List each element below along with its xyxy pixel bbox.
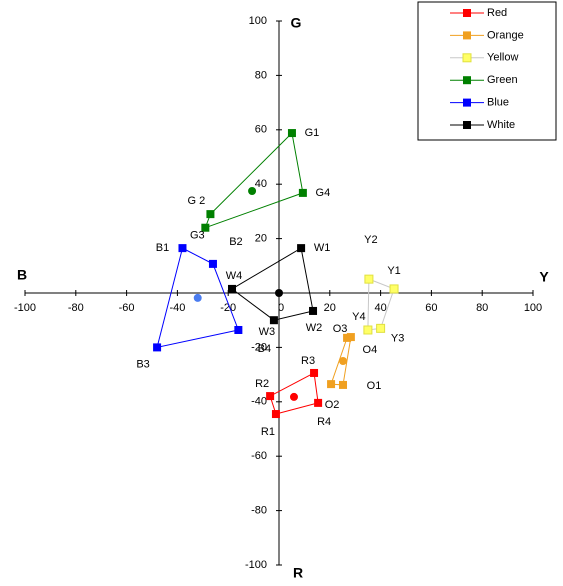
point-marker — [389, 284, 399, 294]
point-marker — [314, 398, 323, 407]
point-label: G4 — [316, 187, 331, 199]
point-marker — [201, 223, 210, 232]
point-label: R1 — [261, 426, 275, 438]
point-marker — [363, 325, 373, 335]
point-label: R2 — [255, 378, 269, 390]
x-tick-label: 40 — [374, 302, 386, 314]
point-marker — [343, 333, 352, 342]
point-label: G 2 — [188, 195, 206, 207]
axis-label-bottom: R — [293, 565, 303, 581]
point-marker — [287, 129, 296, 138]
legend-box — [417, 1, 557, 141]
x-tick-label: -100 — [14, 302, 36, 314]
point-label: R3 — [301, 355, 315, 367]
legend-marker — [463, 98, 471, 107]
x-tick-label: -60 — [119, 302, 135, 314]
x-tick-label: -20 — [220, 302, 236, 314]
point-marker — [269, 316, 278, 325]
x-tick-label: -40 — [169, 302, 185, 314]
point-marker — [297, 244, 306, 253]
point-label: Y2 — [364, 234, 377, 246]
y-tick-label: -40 — [251, 396, 267, 408]
point-marker — [234, 325, 243, 334]
legend-marker — [463, 31, 471, 40]
point-label: O1 — [367, 380, 382, 392]
x-tick-label: 20 — [324, 302, 336, 314]
point-marker — [310, 368, 319, 377]
point-marker — [298, 188, 307, 197]
point-label: G3 — [190, 230, 205, 242]
center-point — [248, 187, 257, 195]
point-marker — [206, 210, 215, 219]
point-label: W4 — [226, 270, 243, 282]
x-tick-label: 0 — [278, 302, 284, 314]
legend-label: Yellow — [487, 52, 518, 64]
y-tick-label: -80 — [251, 505, 267, 517]
y-tick-label: 80 — [255, 69, 267, 81]
x-tick-label: -80 — [68, 302, 84, 314]
point-marker — [309, 306, 318, 315]
x-tick-label: 80 — [476, 302, 488, 314]
y-tick-label: -60 — [251, 450, 267, 462]
legend-label: Orange — [487, 29, 524, 41]
center-point — [339, 357, 348, 365]
legend-label: Blue — [487, 97, 509, 109]
point-label: B2 — [229, 236, 242, 248]
legend-label: Red — [487, 7, 507, 19]
legend-marker — [462, 53, 472, 63]
center-point — [289, 392, 298, 401]
point-label: O3 — [333, 323, 348, 335]
point-label: G1 — [305, 127, 320, 139]
point-marker — [208, 259, 217, 268]
y-tick-label: 60 — [255, 124, 267, 136]
point-marker — [266, 392, 275, 401]
legend-marker — [463, 76, 471, 85]
legend-marker — [463, 9, 471, 17]
point-label: R4 — [317, 416, 331, 428]
point-label: W1 — [314, 242, 331, 254]
point-marker — [153, 343, 162, 352]
y-tick-label: -100 — [245, 559, 267, 571]
point-label: W2 — [306, 322, 323, 334]
point-label: B4 — [258, 343, 271, 355]
point-marker — [271, 410, 280, 419]
axis-label-top: G — [291, 15, 302, 31]
point-marker — [364, 274, 374, 284]
axis-label-right: Y — [539, 269, 549, 285]
x-tick-label: 60 — [425, 302, 437, 314]
y-tick-label: 40 — [255, 178, 267, 190]
legend-label: White — [487, 119, 515, 131]
y-tick-label: 20 — [255, 233, 267, 245]
axis-label-left: B — [17, 267, 27, 283]
point-marker — [376, 323, 386, 333]
point-label: W3 — [259, 326, 276, 338]
legend-label: Green — [487, 74, 518, 86]
legend-marker — [463, 121, 471, 129]
x-tick-label: 100 — [524, 302, 542, 314]
point-label: Y1 — [387, 265, 400, 277]
point-marker — [327, 380, 336, 389]
center-point — [275, 289, 283, 297]
point-label: O2 — [325, 399, 340, 411]
point-label: Y4 — [352, 311, 365, 323]
y-tick-label: -20 — [251, 341, 267, 353]
point-marker — [178, 244, 187, 253]
point-label: B1 — [156, 242, 169, 254]
point-label: Y3 — [391, 332, 404, 344]
point-label: O4 — [363, 344, 378, 356]
point-label: B3 — [136, 358, 149, 370]
point-marker — [228, 284, 237, 293]
y-tick-label: 100 — [249, 15, 267, 27]
point-marker — [339, 380, 348, 389]
center-point — [193, 293, 202, 302]
